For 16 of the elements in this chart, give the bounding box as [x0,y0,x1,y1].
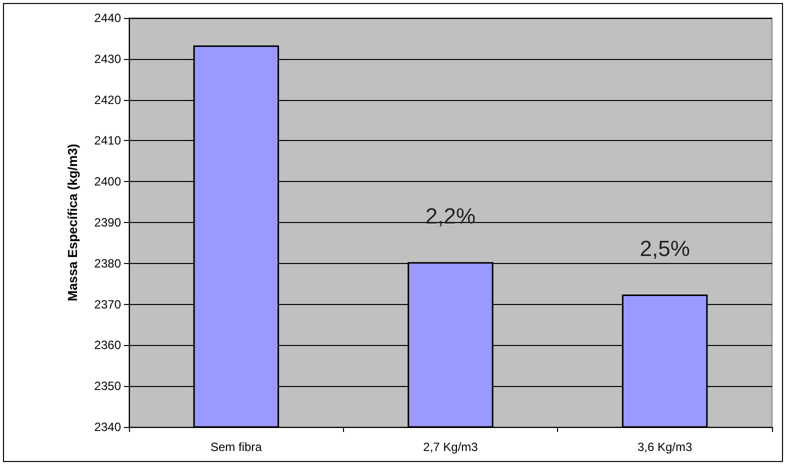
x-tick-label: Sem fibra [210,440,262,454]
y-tick-label: 2420 [94,92,122,107]
y-tick-label: 2370 [94,297,122,312]
x-tick-label: 2,7 Kg/m3 [423,440,478,454]
y-tick-label: 2380 [94,256,122,270]
y-tick-label: 2340 [94,420,122,434]
y-tick-label: 2360 [94,338,122,352]
y-tick-label: 2400 [94,174,122,189]
y-tick-label: 2430 [94,52,122,66]
y-tick-label: 2390 [94,216,122,230]
y-tick-label: 2350 [94,379,122,394]
x-tick-label: 3,6 Kg/m3 [637,440,693,454]
y-tick-label: 2440 [94,11,122,25]
y-axis-title: Massa Específica (kg/m3) [65,144,80,302]
annotation: 2,5% [640,236,690,261]
y-tick-label: 2410 [94,134,122,148]
